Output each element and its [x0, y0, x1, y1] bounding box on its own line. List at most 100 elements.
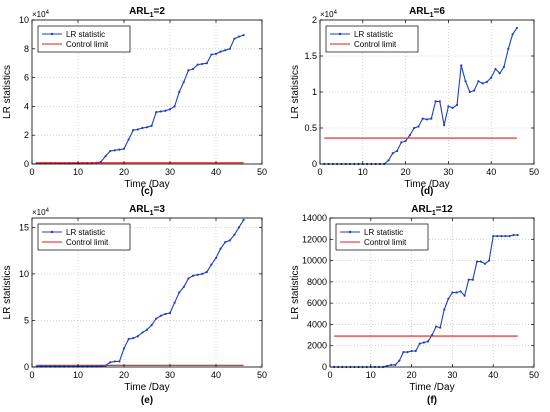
axes-frame — [31, 19, 263, 165]
data-point — [109, 149, 112, 153]
x-tick-label: 40 — [211, 167, 221, 177]
data-point — [400, 141, 403, 144]
panel-label: (e) — [141, 395, 153, 406]
data-point — [438, 100, 441, 103]
data-point — [394, 363, 397, 366]
y-axis-label: LR statistics — [290, 266, 301, 320]
y-tick-label: 8000 — [307, 277, 327, 287]
data-point — [242, 34, 245, 37]
data-point — [205, 270, 208, 274]
chart-title-main: ARL — [409, 6, 430, 17]
data-point — [191, 274, 195, 277]
data-point — [463, 294, 466, 297]
data-point — [150, 124, 153, 127]
y-multiplier-exponent: 4 — [334, 10, 338, 16]
data-point — [434, 100, 437, 103]
x-tick-label: 50 — [257, 370, 267, 380]
x-tick-label: 50 — [529, 370, 539, 380]
data-point — [164, 109, 167, 112]
data-point — [387, 159, 390, 162]
data-point — [224, 241, 227, 244]
data-point — [113, 360, 116, 363]
data-point — [168, 311, 172, 315]
data-point — [233, 233, 236, 236]
data-point — [228, 47, 231, 50]
data-point — [425, 118, 429, 121]
data-point — [118, 360, 121, 363]
chart-title: ARL1=12 — [411, 204, 453, 217]
y-tick-label: 2 — [24, 130, 29, 140]
data-point — [410, 349, 413, 353]
data-point — [127, 138, 130, 141]
data-point — [455, 103, 459, 107]
data-point — [214, 256, 218, 260]
data-point — [459, 290, 462, 293]
chart-title-subscript: 1 — [430, 12, 434, 19]
data-point — [451, 291, 454, 294]
x-tick-label: 40 — [486, 167, 496, 177]
data-point — [443, 308, 446, 311]
x-tick-label: 20 — [401, 167, 411, 177]
y-tick-label: 0 — [312, 159, 317, 169]
y-tick-label: 0 — [24, 159, 29, 169]
data-point — [127, 337, 130, 341]
legend-entry: LR statistic — [66, 228, 105, 237]
chart-title-main: ARL — [129, 6, 150, 17]
y-tick-label: 10 — [19, 15, 29, 25]
legend-box — [335, 223, 429, 251]
legend-marker — [348, 230, 352, 234]
chart-panel-3: 0 10 20 30 40 50 0 5 10 15×104 ARL1=3 Time /Day LR s… — [2, 204, 267, 406]
y-tick-label: 14000 — [302, 213, 327, 223]
data-point — [492, 234, 495, 238]
data-point — [136, 335, 139, 338]
data-point — [430, 117, 433, 120]
data-point — [507, 47, 510, 50]
data-point — [109, 361, 112, 364]
data-point — [118, 148, 121, 151]
data-point — [214, 52, 218, 55]
data-point — [472, 89, 476, 92]
data-point — [434, 325, 438, 328]
data-point — [488, 259, 491, 262]
data-point — [490, 76, 493, 79]
chart-title-subscript: 1 — [150, 210, 154, 217]
data-point — [228, 239, 231, 242]
chart-title-subscript: 1 — [432, 210, 436, 217]
data-point — [402, 351, 405, 354]
data-point — [113, 149, 116, 152]
data-point — [173, 301, 176, 304]
data-point — [508, 234, 511, 238]
y-multiplier-exponent: 4 — [46, 10, 50, 16]
data-point — [496, 234, 499, 238]
legend-marker — [50, 32, 54, 36]
data-point — [182, 80, 185, 84]
data-point — [395, 149, 399, 153]
legend-box — [37, 25, 131, 53]
chart-title-value: =12 — [436, 204, 453, 215]
data-point — [187, 69, 190, 72]
chart-title-value: =3 — [154, 204, 166, 215]
data-point — [122, 147, 126, 150]
y-tick-label: 6000 — [307, 298, 327, 308]
legend-entry: Control limit — [66, 238, 109, 247]
chart-title-value: =2 — [154, 6, 166, 17]
x-tick-label: 10 — [73, 167, 83, 177]
y-tick-label: 15 — [19, 222, 29, 232]
y-multiplier-base: ×10 — [32, 10, 46, 19]
x-axis-label: Time /Day — [124, 382, 169, 393]
x-axis-label: Time /Day — [404, 179, 449, 190]
data-point — [182, 285, 185, 289]
data-point — [475, 260, 478, 263]
data-point — [460, 64, 463, 67]
x-tick-label: 10 — [73, 370, 83, 380]
data-point — [512, 233, 515, 237]
x-tick-label: 30 — [443, 167, 453, 177]
data-point — [390, 363, 393, 366]
data-point — [471, 278, 474, 281]
data-point — [132, 129, 135, 132]
data-point — [104, 154, 107, 158]
panel-label: (d) — [421, 186, 434, 197]
data-point — [515, 26, 518, 30]
